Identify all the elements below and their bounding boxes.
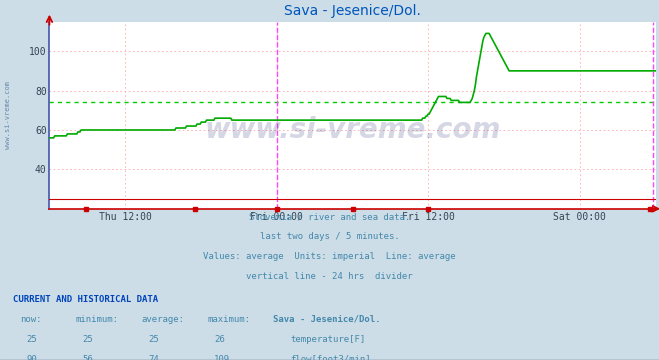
Text: minimum:: minimum: (76, 315, 119, 324)
Text: 25: 25 (148, 335, 159, 344)
Text: www.si-vreme.com: www.si-vreme.com (204, 116, 501, 144)
Text: CURRENT AND HISTORICAL DATA: CURRENT AND HISTORICAL DATA (13, 295, 158, 304)
Text: average:: average: (142, 315, 185, 324)
Text: 109: 109 (214, 355, 230, 360)
Text: now:: now: (20, 315, 42, 324)
Text: 90: 90 (26, 355, 37, 360)
Text: temperature[F]: temperature[F] (291, 335, 366, 344)
Text: 26: 26 (214, 335, 225, 344)
Text: flow[foot3/min]: flow[foot3/min] (291, 355, 371, 360)
Text: Sava - Jesenice/Dol.: Sava - Jesenice/Dol. (273, 315, 381, 324)
Text: Slovenia / river and sea data.: Slovenia / river and sea data. (249, 212, 410, 221)
Title: Sava - Jesenice/Dol.: Sava - Jesenice/Dol. (284, 4, 421, 18)
Text: 56: 56 (82, 355, 93, 360)
Text: 25: 25 (26, 335, 37, 344)
Text: 25: 25 (82, 335, 93, 344)
Text: last two days / 5 minutes.: last two days / 5 minutes. (260, 232, 399, 241)
Text: maximum:: maximum: (208, 315, 250, 324)
Text: www.si-vreme.com: www.si-vreme.com (5, 81, 11, 149)
Text: Values: average  Units: imperial  Line: average: Values: average Units: imperial Line: av… (203, 252, 456, 261)
Text: 74: 74 (148, 355, 159, 360)
Text: vertical line - 24 hrs  divider: vertical line - 24 hrs divider (246, 272, 413, 281)
